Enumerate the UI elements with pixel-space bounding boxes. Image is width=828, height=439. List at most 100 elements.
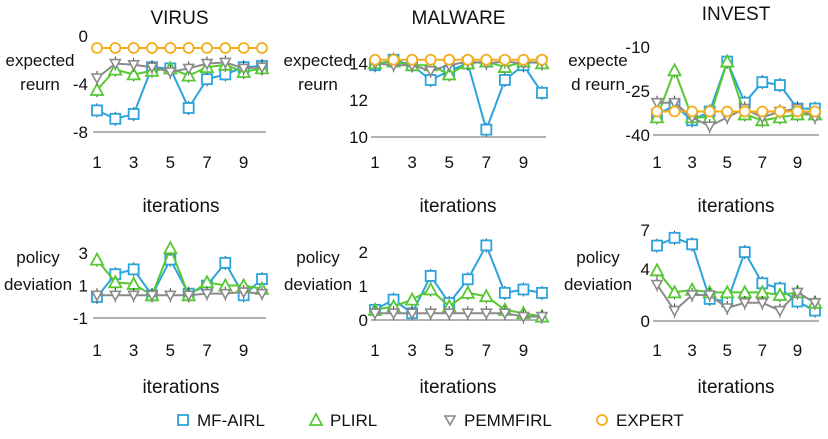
data-point bbox=[182, 63, 196, 76]
data-point bbox=[90, 73, 104, 85]
data-point bbox=[256, 42, 268, 54]
legend-marker-mf-airl bbox=[177, 414, 189, 426]
series-pemmfirl bbox=[650, 277, 822, 318]
x-axis-label: iterations bbox=[697, 377, 774, 398]
data-point bbox=[201, 73, 213, 86]
chart-invest-return: INVEST -10 -25 -401 3 5 7 9 iterations expecte d r… bbox=[568, 4, 823, 217]
data-point bbox=[791, 105, 804, 118]
x-tick-label: 9 bbox=[239, 153, 248, 172]
data-point bbox=[667, 284, 683, 299]
series-line bbox=[656, 58, 815, 122]
y-axis-label: policy bbox=[296, 248, 340, 267]
legend: MF-AIRL PLIRL PEMMFIRL EXPERT bbox=[177, 411, 684, 430]
data-point bbox=[719, 53, 735, 68]
x-tick-label: 1 bbox=[652, 153, 661, 172]
data-point bbox=[480, 123, 493, 136]
data-point bbox=[218, 57, 232, 70]
y-tick-label: -40 bbox=[625, 126, 650, 145]
data-point bbox=[738, 246, 751, 259]
chart-title: INVEST bbox=[702, 4, 771, 25]
data-point bbox=[703, 105, 716, 118]
data-point bbox=[145, 290, 159, 302]
data-point bbox=[387, 53, 400, 66]
data-point bbox=[479, 308, 493, 320]
data-point bbox=[720, 303, 734, 315]
x-tick-label: 7 bbox=[202, 153, 211, 172]
data-point bbox=[773, 305, 787, 318]
x-tick-label: 3 bbox=[129, 341, 138, 360]
data-point bbox=[517, 53, 530, 66]
data-point bbox=[182, 290, 196, 302]
data-point bbox=[686, 105, 699, 118]
data-point bbox=[536, 53, 548, 66]
y-axis-label: reurn bbox=[298, 75, 338, 94]
data-point bbox=[478, 288, 494, 303]
data-point bbox=[651, 105, 663, 118]
data-point bbox=[461, 53, 474, 66]
data-point bbox=[480, 239, 493, 252]
x-axis-label: iterations bbox=[419, 377, 496, 398]
x-tick-label: 5 bbox=[722, 341, 731, 360]
data-point bbox=[719, 284, 735, 299]
x-tick-label: 9 bbox=[519, 153, 528, 172]
data-point bbox=[423, 281, 439, 296]
data-point bbox=[369, 53, 381, 66]
data-point bbox=[517, 283, 530, 296]
data-point bbox=[721, 105, 734, 118]
series-line bbox=[96, 63, 263, 91]
data-point bbox=[127, 290, 141, 302]
y-tick-label: -10 bbox=[625, 38, 650, 57]
series-line bbox=[656, 284, 816, 313]
x-tick-label: 7 bbox=[482, 341, 491, 360]
data-point bbox=[685, 290, 699, 302]
data-point bbox=[772, 287, 788, 301]
data-point bbox=[201, 42, 213, 54]
y-tick-label: 0 bbox=[641, 312, 650, 331]
series-line bbox=[96, 65, 263, 120]
x-tick-label: 1 bbox=[370, 341, 379, 360]
chart-virus-return: VIRUS 0 -4 -81 3 5 7 9 iterations expected reurn bbox=[6, 8, 270, 217]
series-line bbox=[375, 312, 542, 318]
data-point bbox=[424, 53, 437, 66]
series-line bbox=[374, 288, 543, 318]
legend-label: PLIRL bbox=[330, 411, 377, 430]
y-axis-label: policy bbox=[16, 248, 60, 267]
series-line bbox=[374, 58, 543, 133]
data-point bbox=[650, 279, 664, 292]
data-point bbox=[738, 105, 751, 118]
y-tick-label: 4 bbox=[641, 260, 650, 279]
data-point bbox=[498, 308, 512, 320]
data-point bbox=[404, 291, 420, 306]
data-point bbox=[442, 308, 456, 320]
data-point bbox=[703, 290, 717, 302]
data-point bbox=[127, 59, 141, 72]
data-point bbox=[755, 297, 769, 310]
data-point bbox=[809, 105, 821, 118]
x-tick-label: 5 bbox=[444, 153, 453, 172]
x-tick-label: 3 bbox=[407, 341, 416, 360]
data-point bbox=[200, 58, 214, 71]
x-tick-label: 5 bbox=[722, 153, 731, 172]
data-point bbox=[480, 53, 493, 66]
x-axis-label: iterations bbox=[419, 196, 496, 217]
y-tick-label: 3 bbox=[79, 244, 88, 263]
data-point bbox=[126, 66, 142, 81]
series-line bbox=[374, 243, 543, 315]
data-point bbox=[405, 308, 419, 320]
legend-marker-expert bbox=[596, 414, 608, 426]
data-point bbox=[650, 97, 664, 110]
data-point bbox=[89, 82, 105, 96]
series-line bbox=[656, 236, 816, 312]
series-line bbox=[374, 60, 543, 76]
y-tick-label: 14 bbox=[349, 54, 368, 73]
series-pemmfirl bbox=[90, 285, 269, 303]
y-axis-label: expected bbox=[284, 51, 353, 70]
data-point bbox=[109, 42, 122, 54]
y-axis-label: d reurn bbox=[571, 75, 625, 94]
data-point bbox=[255, 62, 269, 74]
data-point bbox=[536, 86, 548, 99]
x-tick-label: 1 bbox=[92, 153, 101, 172]
x-tick-label: 5 bbox=[166, 153, 175, 172]
x-axis-label: iterations bbox=[697, 196, 774, 217]
